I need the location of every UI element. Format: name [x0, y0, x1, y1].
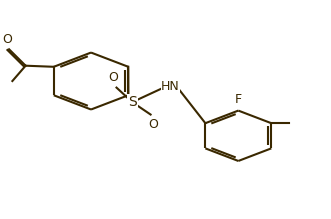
Text: F: F: [235, 93, 242, 106]
Text: O: O: [108, 71, 118, 84]
Text: O: O: [2, 33, 12, 46]
Text: O: O: [148, 118, 158, 131]
Text: HN: HN: [161, 80, 180, 94]
Text: S: S: [128, 95, 137, 109]
